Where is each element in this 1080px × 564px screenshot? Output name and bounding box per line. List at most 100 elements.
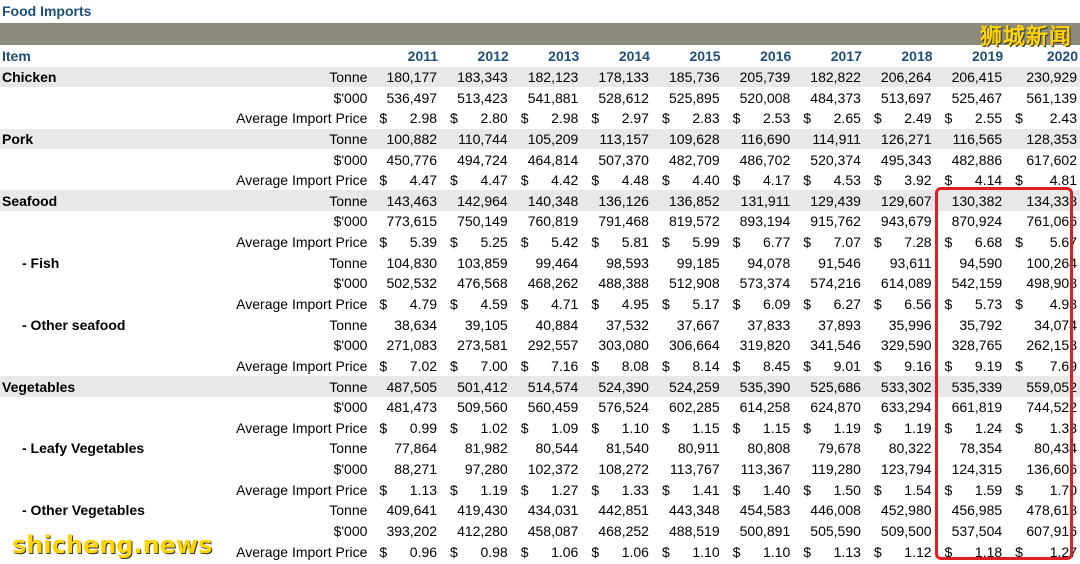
row-item-label — [0, 459, 212, 480]
value-cell: 507,370 — [598, 151, 649, 168]
value-cell: 142,964 — [440, 190, 511, 212]
value-cell: $2.65 — [803, 110, 861, 127]
value-cell: 454,583 — [739, 502, 791, 519]
value-cell: 481,473 — [386, 399, 438, 416]
row-item-label — [0, 356, 212, 377]
value-cell: $1.18 — [944, 543, 1003, 560]
value-cell: $1.13 — [379, 481, 438, 498]
value-cell: $4.81 — [1015, 172, 1077, 189]
value-cell: 80,808 — [747, 440, 791, 457]
value-cell: 560,459 — [527, 399, 579, 416]
value-cell: 476,568 — [457, 275, 508, 292]
value-cell: 103,859 — [457, 254, 508, 271]
value-cell: 458,087 — [527, 523, 579, 540]
value-cell: 206,264 — [863, 66, 935, 88]
value-cell: 524,259 — [651, 376, 723, 397]
value-cell: 91,546 — [818, 254, 861, 271]
value-cell: 761,066 — [1026, 213, 1077, 230]
page-title: Food Imports — [2, 3, 92, 19]
value-cell: 576,524 — [598, 399, 649, 416]
value-cell: 468,252 — [598, 523, 649, 540]
value-cell: 129,607 — [863, 190, 935, 212]
watermark-top: 狮城新闻 — [979, 25, 1072, 50]
value-cell: 104,830 — [386, 254, 438, 271]
row-unit-label: Average Import Price — [236, 357, 368, 374]
table-row: $'000 393,202 412,280 458,087 468,252 488,519… — [0, 521, 1080, 542]
value-cell: 273,581 — [457, 337, 508, 354]
row-unit-label: Tonne — [211, 128, 370, 150]
table-row: $'000 481,473 509,560 560,459 576,524 602,285… — [0, 397, 1080, 418]
value-cell: $1.09 — [520, 419, 579, 436]
value-cell: $1.10 — [591, 419, 649, 436]
row-item-label: Pork — [0, 128, 212, 150]
row-item-label: Chicken — [0, 66, 212, 88]
row-unit-label: $'000 — [333, 399, 368, 416]
value-cell: 478,618 — [1026, 502, 1077, 519]
value-cell: 513,697 — [880, 89, 932, 106]
value-cell: 498,908 — [1026, 275, 1077, 292]
value-cell: $4.47 — [450, 172, 508, 189]
value-cell: 185,736 — [651, 66, 723, 88]
row-unit-label: Average Import Price — [236, 172, 368, 189]
value-cell: 205,739 — [722, 66, 794, 88]
value-cell: 512,908 — [669, 275, 720, 292]
value-cell: $1.10 — [732, 543, 791, 560]
row-item-label — [0, 232, 212, 253]
value-cell: $7.02 — [379, 357, 438, 374]
value-cell: 129,439 — [793, 190, 864, 212]
value-cell: $1.15 — [661, 419, 720, 436]
value-cell: 488,388 — [598, 275, 649, 292]
value-cell: 893,194 — [739, 213, 791, 230]
value-cell: 633,294 — [880, 399, 932, 416]
value-cell: $4.53 — [803, 172, 861, 189]
value-cell: $2.83 — [661, 110, 720, 127]
value-cell: 468,262 — [527, 275, 579, 292]
value-cell: 494,724 — [457, 151, 508, 168]
value-cell: 39,105 — [464, 316, 508, 333]
value-cell: 617,602 — [1026, 151, 1077, 168]
value-cell: 456,985 — [951, 502, 1003, 519]
value-cell: 113,767 — [670, 461, 720, 478]
value-cell: $7.69 — [1015, 357, 1077, 374]
value-cell: 37,833 — [747, 316, 791, 333]
value-cell: 81,540 — [606, 440, 649, 457]
value-cell: $1.59 — [944, 481, 1003, 498]
value-cell: $4.14 — [944, 172, 1003, 189]
value-cell: 109,628 — [651, 128, 723, 150]
value-cell: 502,532 — [386, 275, 438, 292]
value-cell: $1.06 — [520, 543, 579, 560]
value-cell: $6.56 — [873, 296, 932, 312]
value-cell: 180,177 — [369, 66, 441, 88]
value-cell: $6.68 — [944, 234, 1003, 251]
value-cell: 574,216 — [810, 275, 861, 292]
value-cell: 614,089 — [880, 275, 932, 292]
row-item-label — [0, 273, 212, 294]
value-cell: $1.40 — [732, 481, 791, 498]
value-cell: $5.17 — [661, 296, 720, 312]
value-cell: 791,468 — [598, 213, 649, 230]
table-row: $'000 271,083 273,581 292,557 303,080 306,664… — [0, 335, 1080, 356]
value-cell: $4.42 — [520, 172, 579, 189]
column-header-year: 2018 — [901, 48, 933, 65]
value-cell: 525,895 — [669, 89, 720, 106]
value-cell: 536,497 — [386, 89, 438, 106]
value-cell: 541,881 — [527, 89, 579, 106]
value-cell: 130,382 — [934, 190, 1006, 212]
value-cell: 230,929 — [1005, 66, 1080, 88]
value-cell: 306,664 — [669, 337, 720, 354]
value-cell: 94,078 — [747, 254, 791, 271]
column-header-year: 2017 — [830, 48, 862, 65]
row-unit-label: Average Import Price — [236, 543, 368, 560]
row-unit-label: $'000 — [333, 337, 368, 354]
value-cell: $2.97 — [591, 110, 649, 127]
column-header-year: 2014 — [618, 48, 650, 65]
value-cell: 495,343 — [880, 151, 932, 168]
value-cell: 37,893 — [818, 316, 861, 333]
value-cell: 520,008 — [739, 89, 791, 106]
value-cell: $7.28 — [873, 234, 932, 251]
value-cell: 525,467 — [951, 89, 1003, 106]
row-unit-label: $'000 — [333, 151, 368, 168]
value-cell: 262,158 — [1026, 337, 1077, 354]
value-cell: 105,209 — [510, 128, 582, 150]
value-cell: 178,133 — [581, 66, 652, 88]
